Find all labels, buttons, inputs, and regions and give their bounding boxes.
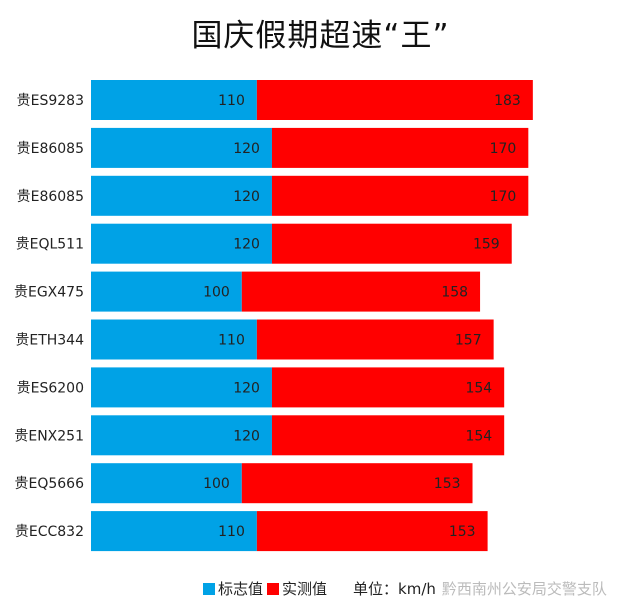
chart-title: 国庆假期超速“王” xyxy=(191,18,450,54)
category-label: 贵ETH344 xyxy=(15,333,84,349)
data-label-measured: 154 xyxy=(465,428,492,444)
data-label-measured: 183 xyxy=(494,93,521,109)
bar-measured xyxy=(256,80,533,120)
bar-standard xyxy=(91,463,242,504)
bar-measured xyxy=(271,127,529,168)
bar-measured xyxy=(271,223,512,264)
data-label-standard: 120 xyxy=(233,380,260,396)
unit-label: 单位：km/h xyxy=(353,580,436,598)
category-label: 贵EQL511 xyxy=(16,237,84,253)
data-label-standard: 100 xyxy=(203,285,230,301)
legend-label-standard: 标志值 xyxy=(218,580,264,598)
category-label: 贵ECC832 xyxy=(15,524,84,540)
bar-standard xyxy=(91,319,257,360)
data-label-measured: 170 xyxy=(490,189,517,205)
data-label-measured: 159 xyxy=(473,237,500,253)
category-label: 贵E86085 xyxy=(17,189,84,205)
data-label-standard: 120 xyxy=(233,237,260,253)
data-label-standard: 120 xyxy=(233,428,260,444)
data-label-measured: 153 xyxy=(449,524,476,540)
category-label: 贵EGX475 xyxy=(14,285,84,301)
data-label-measured: 157 xyxy=(455,333,482,349)
legend: 标志值 实测值 单位：km/h 黔西南州公安局交警支队 xyxy=(203,578,607,599)
category-label: 贵EQ5666 xyxy=(15,476,85,492)
data-label-standard: 110 xyxy=(218,93,245,109)
legend-swatch-measured xyxy=(267,582,280,595)
data-label-measured: 154 xyxy=(465,380,492,396)
category-label: 贵ENX251 xyxy=(14,428,84,444)
bar-measured xyxy=(271,367,505,408)
bar-measured xyxy=(271,415,505,456)
category-label: 贵ES6200 xyxy=(17,380,84,396)
data-label-standard: 120 xyxy=(233,189,260,205)
data-label-measured: 170 xyxy=(490,141,517,157)
data-label-standard: 100 xyxy=(203,476,230,492)
legend-swatch-standard xyxy=(203,582,215,595)
bar-standard xyxy=(91,367,272,408)
bar-standard xyxy=(91,223,272,264)
data-label-measured: 153 xyxy=(434,476,461,492)
bar-standard xyxy=(91,175,272,216)
bar-measured xyxy=(256,319,494,360)
bar-measured xyxy=(256,511,488,552)
bar-standard xyxy=(91,80,257,120)
bar-measured xyxy=(241,463,473,504)
bar-measured xyxy=(271,175,529,216)
category-label: 贵E86085 xyxy=(17,141,84,157)
bar-standard xyxy=(91,511,257,552)
data-label-measured: 158 xyxy=(441,285,468,301)
data-label-standard: 120 xyxy=(233,141,260,157)
data-label-standard: 110 xyxy=(218,333,245,349)
bar-measured xyxy=(241,271,481,312)
bar-standard xyxy=(91,271,242,312)
legend-label-measured: 实测值 xyxy=(282,580,328,598)
bar-standard xyxy=(91,415,272,456)
category-label: 贵ES9283 xyxy=(17,93,84,109)
data-label-standard: 110 xyxy=(218,524,245,540)
bar-standard xyxy=(91,127,272,168)
watermark: 黔西南州公安局交警支队 xyxy=(441,580,607,598)
